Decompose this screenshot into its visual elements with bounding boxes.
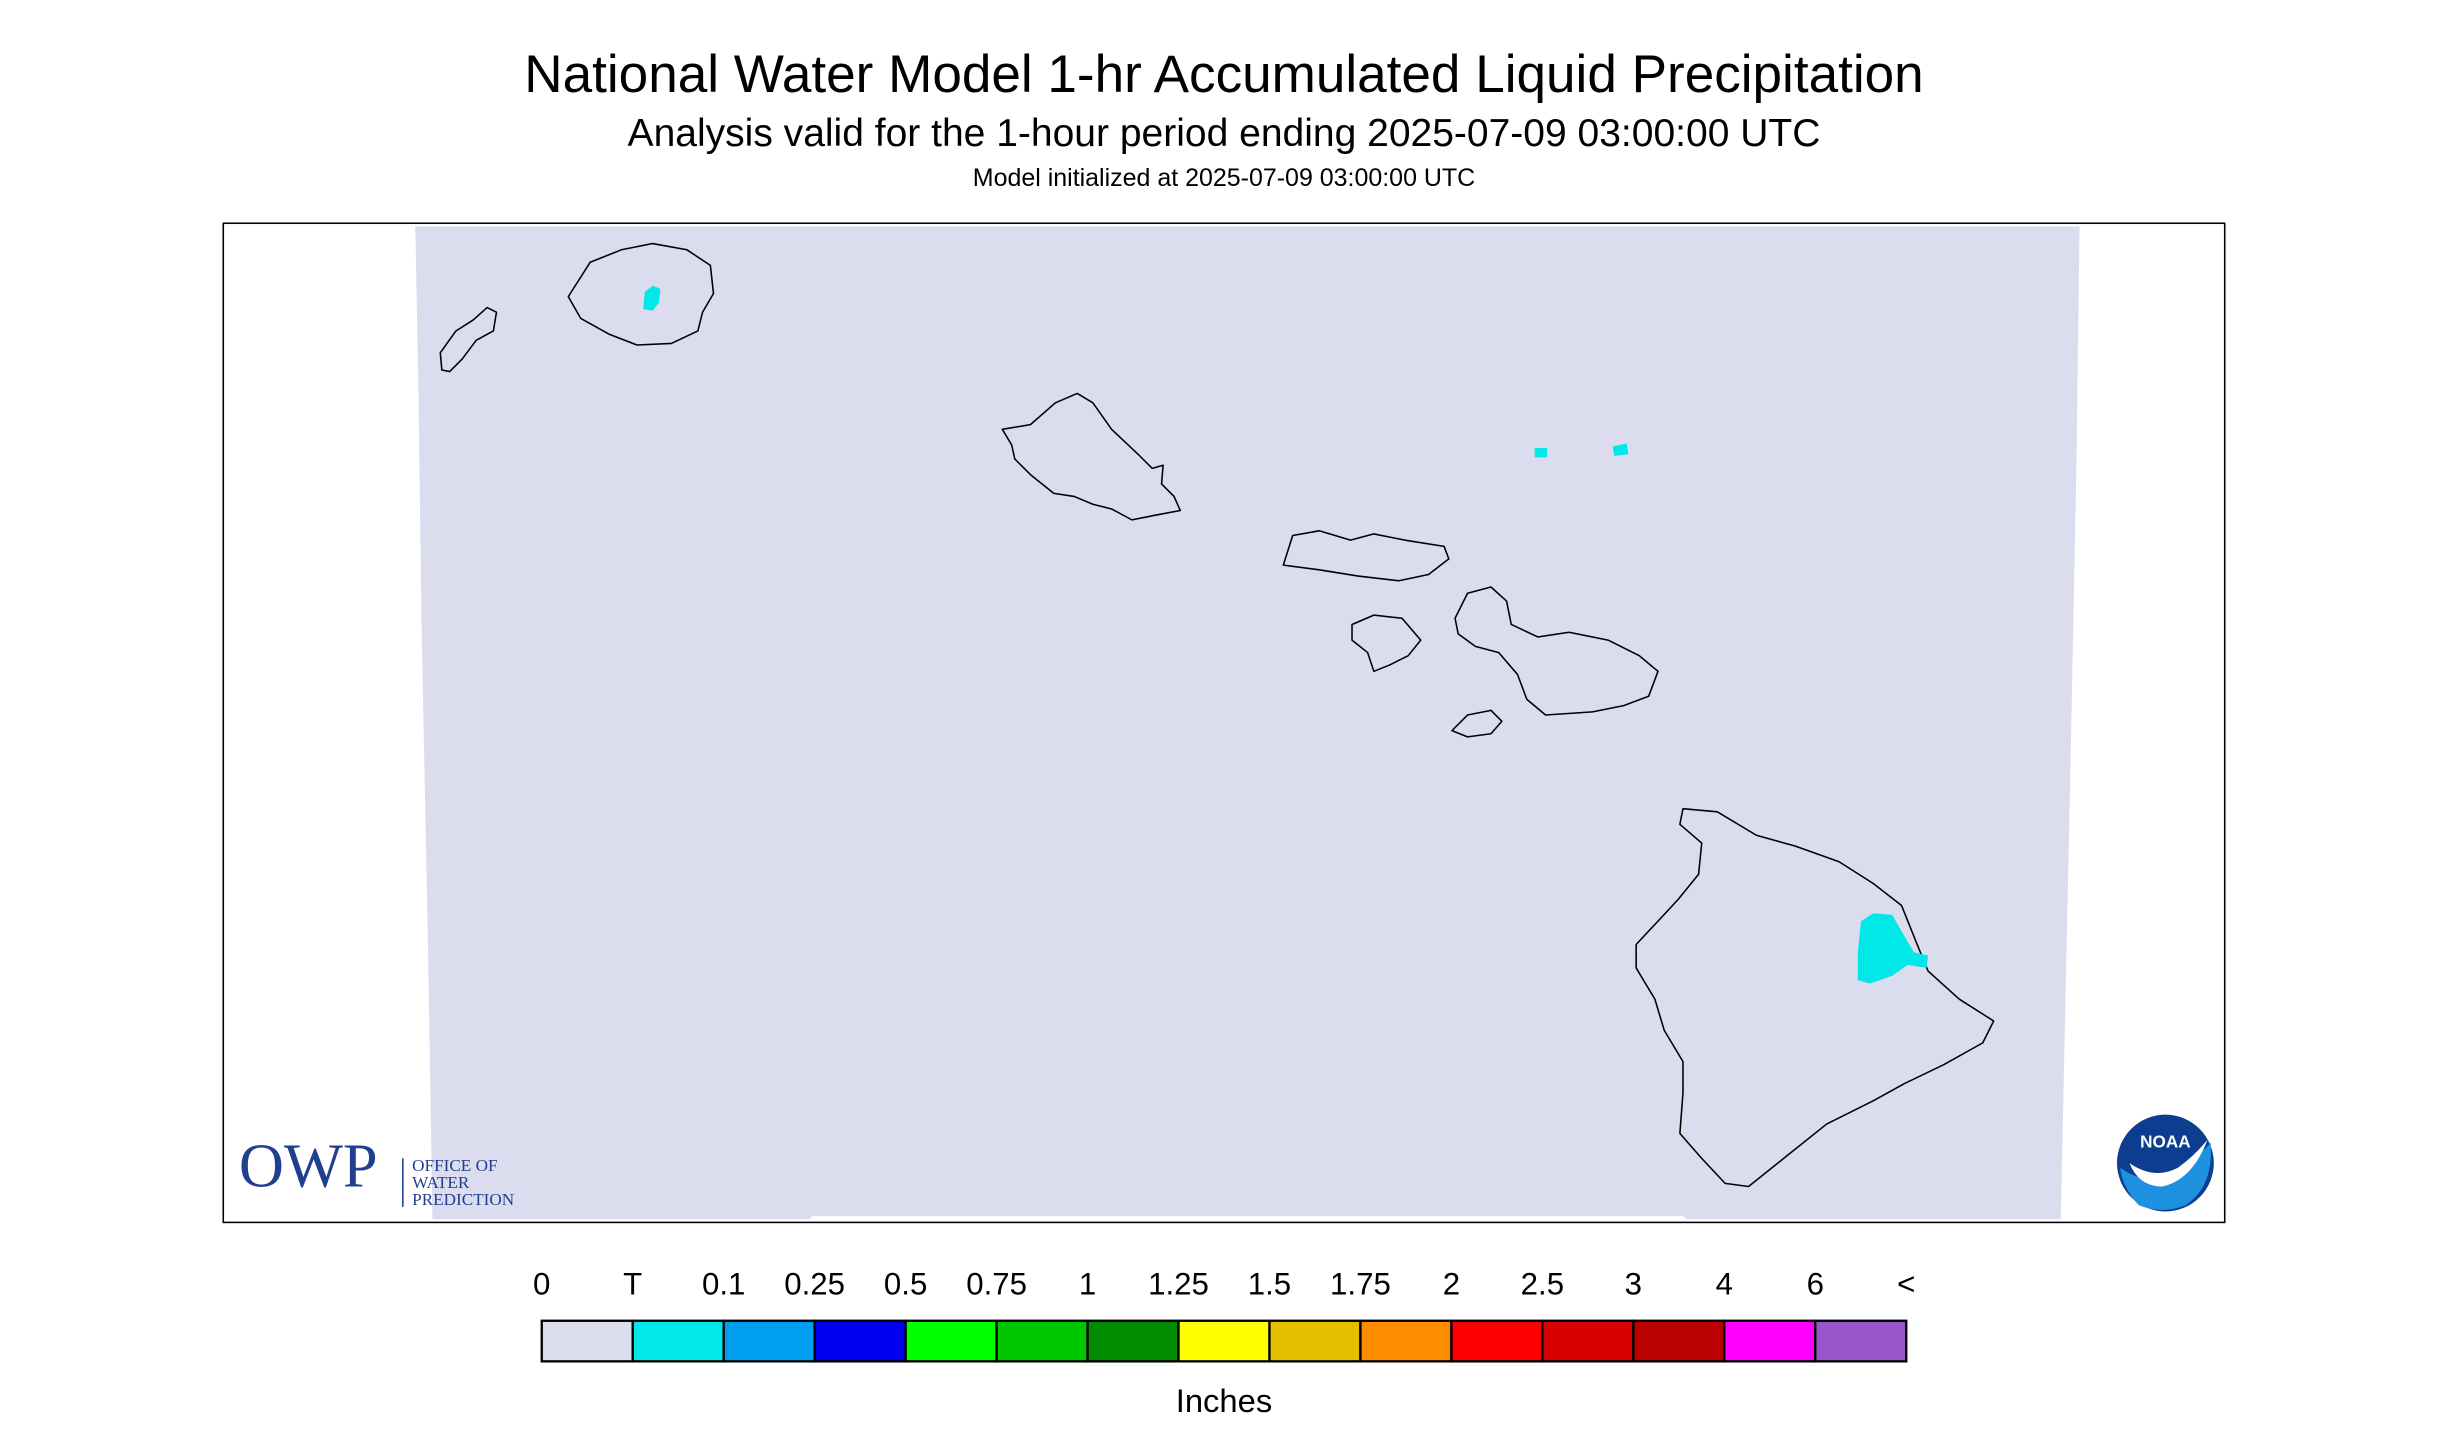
owp-name-line: OFFICE OF	[412, 1156, 497, 1175]
precipitation-areas	[643, 285, 1929, 984]
legend-label: 0	[533, 1267, 550, 1302]
legend-swatch	[540, 1319, 634, 1363]
subtitle: Analysis valid for the 1-hour period end…	[628, 112, 1821, 155]
init-time: Model initialized at 2025-07-09 03:00:00…	[973, 164, 1475, 192]
coastlines	[439, 242, 1995, 1188]
legend-label: 4	[1716, 1267, 1733, 1302]
legend-unit: Inches	[1176, 1382, 1273, 1419]
legend-swatch	[1177, 1319, 1271, 1363]
legend-label: T	[623, 1267, 642, 1302]
title: National Water Model 1-hr Accumulated Li…	[524, 45, 1923, 104]
legend-swatch	[1359, 1319, 1453, 1363]
noaa-logo-text: NOAA	[2140, 1131, 2191, 1151]
legend-label: 1.5	[1248, 1267, 1291, 1302]
legend-swatch	[1450, 1319, 1544, 1363]
model-domain	[415, 226, 2080, 1220]
legend-label: 0.5	[884, 1267, 927, 1302]
legend-label: 6	[1807, 1267, 1824, 1302]
legend-swatch	[631, 1319, 725, 1363]
legend-label: 0.1	[702, 1267, 745, 1302]
owp-name-line: WATER	[412, 1173, 470, 1192]
legend-swatch	[722, 1319, 816, 1363]
legend-swatch	[813, 1319, 907, 1363]
legend-label: 1.25	[1148, 1267, 1209, 1302]
legend-label: 2.5	[1521, 1267, 1564, 1302]
legend-swatch	[1814, 1319, 1908, 1363]
legend-label: 0.75	[966, 1267, 1027, 1302]
legend-swatch	[1268, 1319, 1362, 1363]
legend-swatch	[1723, 1319, 1817, 1363]
legend-swatch	[1632, 1319, 1726, 1363]
legend-label: 1	[1079, 1267, 1096, 1302]
legend-label: <	[1897, 1267, 1915, 1302]
legend-swatch	[995, 1319, 1089, 1363]
owp-logo: OWP OFFICE OF WATER PREDICTION	[239, 1131, 514, 1210]
owp-name-line: PREDICTION	[412, 1190, 514, 1209]
legend-label: 1.75	[1330, 1267, 1391, 1302]
legend-swatch	[904, 1319, 998, 1363]
legend-swatch	[1541, 1319, 1635, 1363]
legend-label: 3	[1625, 1267, 1642, 1302]
legend-swatch	[1086, 1319, 1180, 1363]
legend-label: 2	[1443, 1267, 1460, 1302]
legend-label: 0.25	[784, 1267, 845, 1302]
noaa-logo: NOAA	[2116, 1114, 2214, 1212]
owp-logo-text: OWP	[239, 1131, 378, 1201]
legend: 0 T 0.1 0.25 0.5 0.75 1 1.25 1.5 1.75 2 2.5 3 4 6 <	[533, 1267, 1915, 1363]
